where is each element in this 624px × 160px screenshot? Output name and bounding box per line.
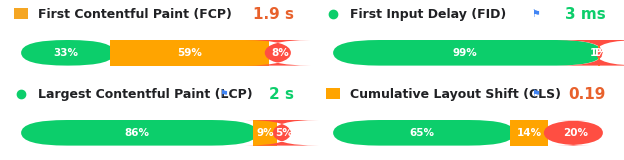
Text: 5%: 5% [275,128,293,138]
FancyBboxPatch shape [21,120,258,146]
FancyBboxPatch shape [557,40,624,66]
Text: First Contentful Paint (FCP): First Contentful Paint (FCP) [38,8,232,21]
Text: 2 s: 2 s [269,87,294,102]
Text: 8%: 8% [271,48,289,58]
Text: 3 ms: 3 ms [565,7,606,22]
Text: First Input Delay (FID): First Input Delay (FID) [350,8,507,21]
FancyBboxPatch shape [544,120,603,146]
FancyBboxPatch shape [245,40,311,66]
Text: 99%: 99% [453,48,478,58]
FancyBboxPatch shape [326,88,340,99]
Text: 1%: 1% [593,48,610,58]
FancyBboxPatch shape [21,40,115,66]
FancyBboxPatch shape [333,40,602,66]
Text: 33%: 33% [53,48,78,58]
FancyBboxPatch shape [598,40,600,66]
Text: Cumulative Layout Shift (CLS): Cumulative Layout Shift (CLS) [350,88,562,101]
Text: ⚑: ⚑ [219,89,228,99]
Text: ⚑: ⚑ [531,9,540,19]
Text: 14%: 14% [517,128,542,138]
Text: 86%: 86% [125,128,150,138]
FancyBboxPatch shape [253,120,278,146]
Text: 9%: 9% [256,128,274,138]
FancyBboxPatch shape [14,8,28,19]
Text: 1.9 s: 1.9 s [253,7,294,22]
FancyBboxPatch shape [110,40,270,66]
Text: Largest Contentful Paint (LCP): Largest Contentful Paint (LCP) [38,88,253,101]
FancyBboxPatch shape [510,120,548,146]
FancyBboxPatch shape [245,120,319,146]
Text: 1%: 1% [590,48,608,58]
FancyBboxPatch shape [333,120,515,146]
Text: ⚑: ⚑ [531,89,540,99]
Text: 20%: 20% [563,128,588,138]
Text: 0.19: 0.19 [568,87,606,102]
Text: 65%: 65% [409,128,434,138]
Text: 59%: 59% [177,48,202,58]
